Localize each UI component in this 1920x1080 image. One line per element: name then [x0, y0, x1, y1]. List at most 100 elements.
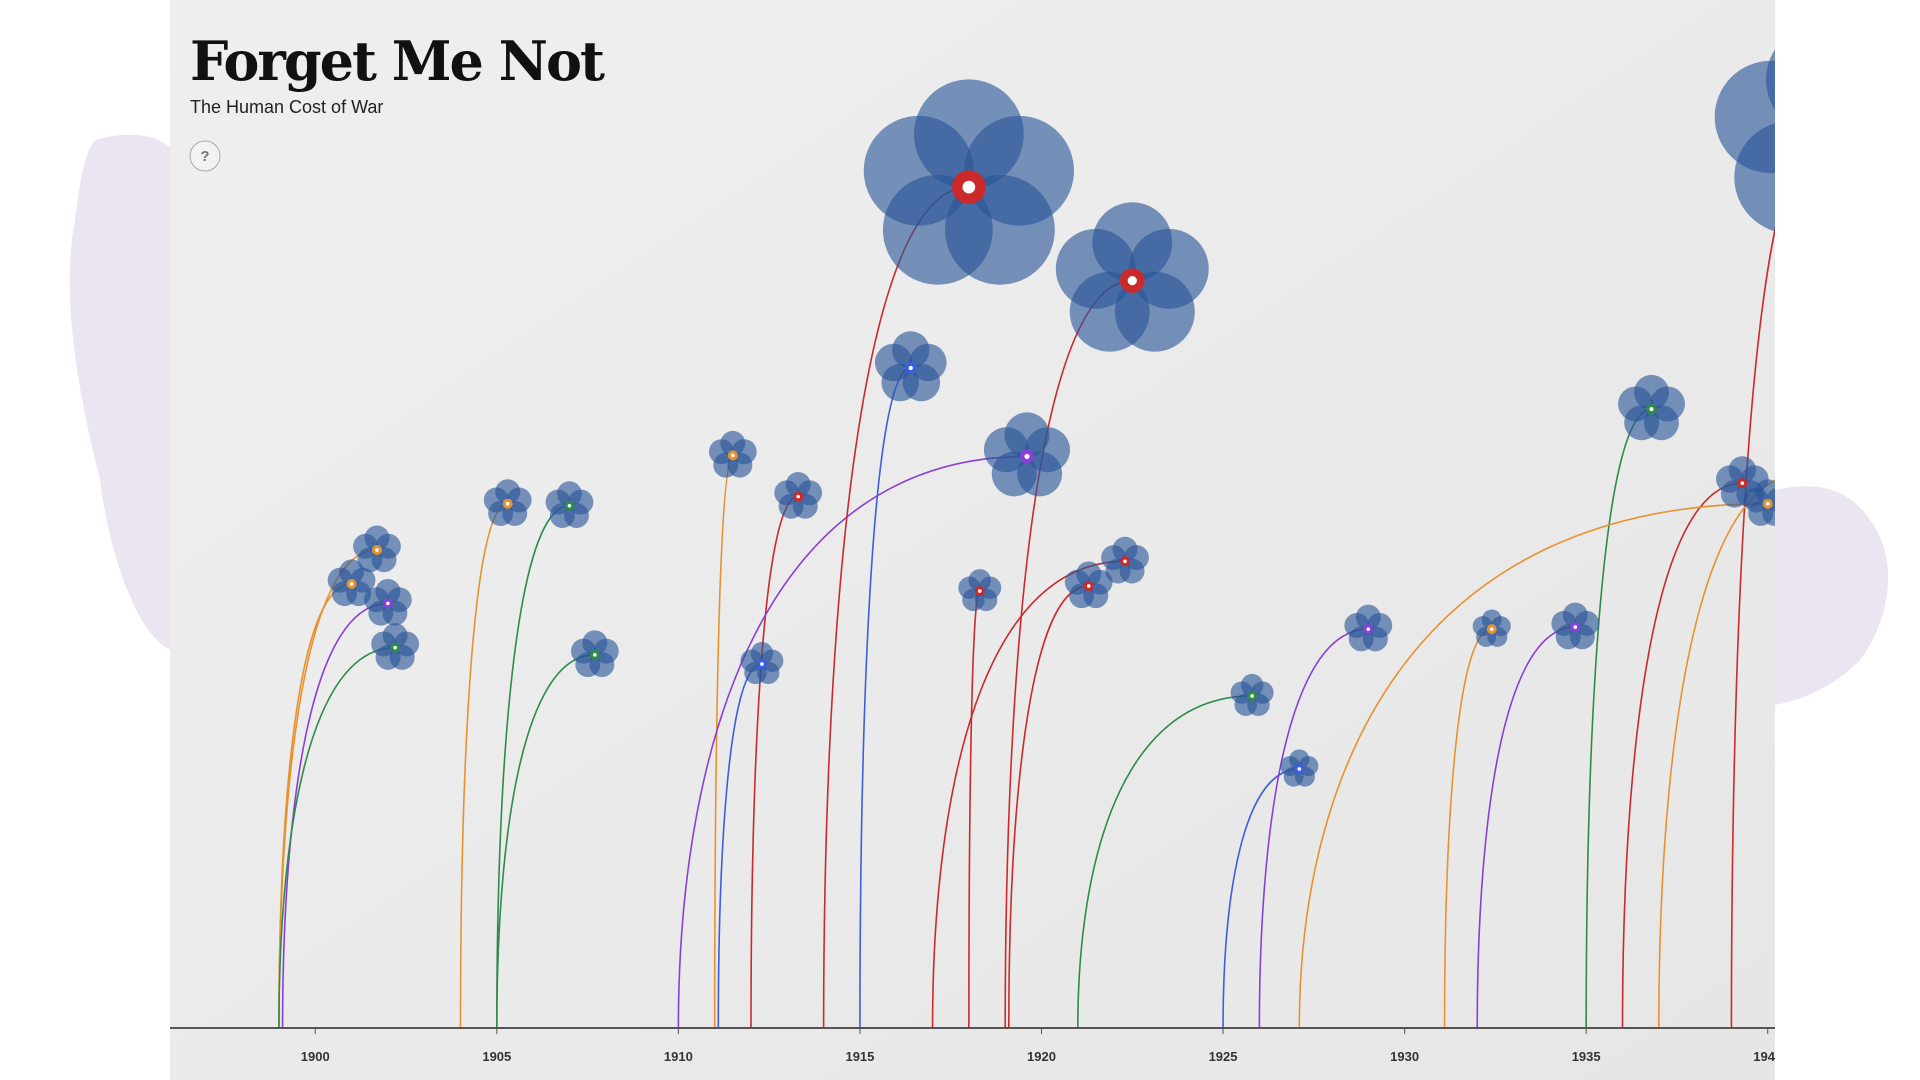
stem [278, 646, 396, 1029]
petal [1780, 457, 1805, 482]
flower-dot [796, 494, 801, 499]
flower [363, 578, 412, 626]
flower-dot [349, 582, 354, 586]
flower [1230, 673, 1274, 716]
x-tick-label: 1925 [1209, 1049, 1238, 1064]
petal [1817, 61, 1920, 173]
petal [483, 487, 509, 513]
flower-dot [760, 662, 764, 666]
flower [708, 430, 757, 478]
flower-dot [962, 180, 976, 194]
flower-dot [593, 653, 597, 657]
help-label[interactable]: ? [200, 148, 209, 165]
flower-dot [1573, 625, 1578, 629]
petal [353, 533, 379, 559]
flower-dot [1086, 584, 1091, 588]
petal [545, 489, 571, 515]
petal [1064, 569, 1090, 595]
flower-center [1799, 468, 1809, 478]
subtitle: The Human Cost of War [190, 97, 383, 117]
petal [371, 631, 397, 657]
flower-dot [1740, 481, 1745, 485]
x-tick-label: 1905 [482, 1049, 511, 1064]
x-tick-label: 1900 [301, 1049, 330, 1064]
petal [1792, 448, 1817, 473]
title: Forget Me Not [190, 29, 605, 93]
stem [677, 455, 1027, 1029]
petal [1055, 228, 1136, 309]
watercolor-blob [1775, 486, 1889, 705]
petal [1101, 545, 1127, 571]
stem [1008, 585, 1089, 1029]
flower [1714, 49, 1920, 233]
petal [863, 115, 974, 226]
help-button[interactable]: ? [189, 140, 221, 172]
flower-dot [386, 601, 390, 606]
flower-dot [375, 548, 379, 552]
petal [958, 576, 981, 599]
flower-dot [567, 503, 572, 508]
flowers [327, 49, 1920, 787]
flower [1618, 374, 1685, 441]
flower [371, 623, 420, 670]
petal [874, 343, 913, 382]
stem [1258, 628, 1369, 1029]
flower-dot [1816, 127, 1829, 140]
flower-dot [1250, 694, 1254, 698]
stem [1730, 226, 1775, 1029]
flower [1280, 749, 1319, 787]
stem [1621, 482, 1743, 1029]
x-ticks: 1900 1905 1910 1915 1920 1925 1930 1935 1940 [301, 1028, 1775, 1064]
petal [327, 567, 353, 593]
flower [1055, 202, 1209, 352]
petal [1803, 457, 1828, 482]
flower-dot [393, 645, 397, 650]
flower-dot [1024, 453, 1030, 460]
petal [570, 638, 596, 664]
petal [1344, 612, 1370, 638]
plot [278, 49, 1920, 1029]
flower [983, 412, 1070, 497]
petal [774, 480, 800, 506]
flower [863, 79, 1074, 285]
flower [1344, 604, 1393, 652]
flower-dot [731, 453, 735, 458]
x-tick-label: 1920 [1027, 1049, 1056, 1064]
flower [353, 525, 401, 573]
petal [1743, 487, 1769, 513]
flower-dot [1649, 407, 1654, 412]
petal [1716, 465, 1744, 493]
flower [958, 569, 1002, 612]
stem [1476, 626, 1576, 1029]
petal [1766, 49, 1775, 111]
x-tick-label: 1915 [845, 1049, 874, 1064]
help-circle[interactable] [189, 140, 221, 172]
x-tick-label: 1930 [1390, 1049, 1419, 1064]
petal [1551, 610, 1577, 636]
flower [874, 331, 947, 402]
flower [1472, 609, 1511, 647]
watercolor-blob [69, 134, 172, 650]
petal [1798, 121, 1910, 233]
x-tick-label: 1910 [664, 1049, 693, 1064]
flower [1064, 561, 1113, 609]
flower [570, 630, 619, 678]
flower-dot [505, 501, 510, 506]
flower-center [1805, 116, 1840, 151]
flower-dot [1802, 471, 1806, 475]
flower-dot [977, 589, 982, 593]
stem [278, 583, 352, 1029]
stem [496, 654, 595, 1029]
flower-dot [1297, 767, 1302, 771]
petal [363, 587, 389, 613]
x-tick-label: 1935 [1572, 1049, 1601, 1064]
flower-dot [1366, 627, 1371, 631]
flower-dot [1127, 276, 1137, 286]
stem [1298, 502, 1768, 1029]
petal [1714, 60, 1775, 174]
petal [740, 649, 763, 672]
flower [545, 481, 594, 528]
petal [1618, 386, 1654, 422]
flower-dot [1489, 627, 1494, 631]
